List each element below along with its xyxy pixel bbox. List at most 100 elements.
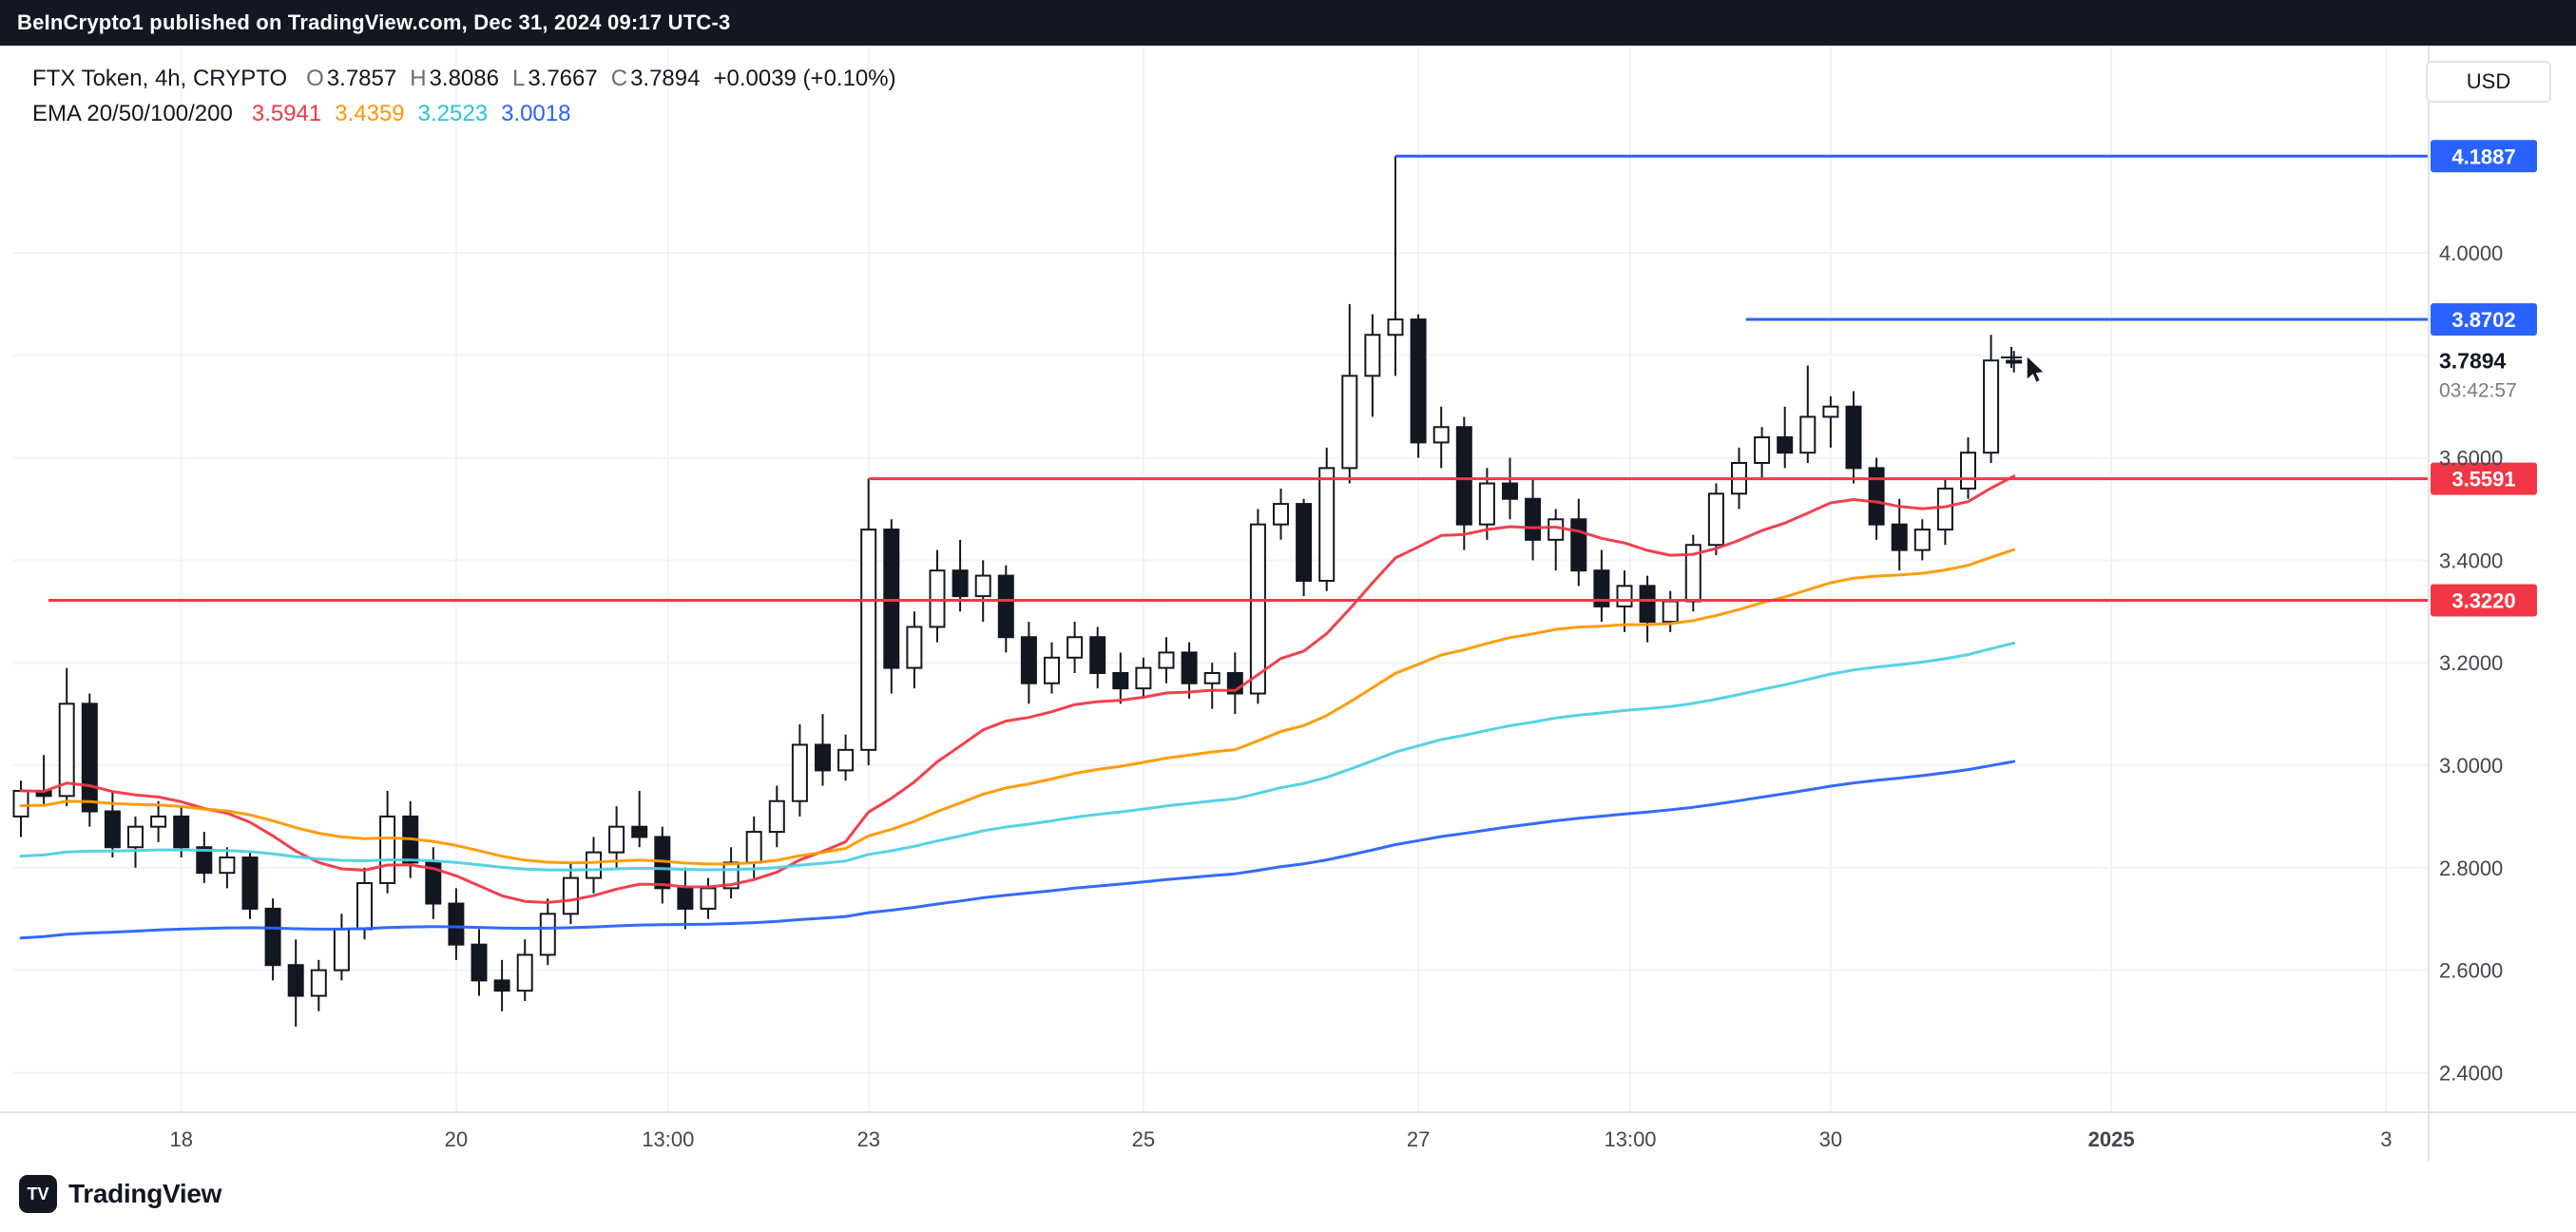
time-tick-label: 20 [445,1127,468,1151]
candle-down [1089,636,1106,674]
candle-up [1387,318,1404,337]
candle-down [1181,651,1198,684]
candle-down [1525,497,1542,541]
candle-up [1754,436,1771,464]
candle-up [1364,334,1381,377]
candle-down [883,529,900,669]
price-tick-label: 2.6000 [2439,959,2503,983]
candle-down [1502,482,1518,500]
level-price-badge [2431,302,2537,336]
candle-up [1936,487,1953,531]
price-tick-label: 3.0000 [2439,754,2503,778]
candle-up [58,703,75,798]
ohlc-letter: C [610,65,628,91]
candle-down [287,964,304,997]
ohlc-value: 3.7857 [326,65,397,91]
mouse-cursor-icon [2026,354,2047,384]
candle-up [539,913,556,956]
candle-up [1203,671,1221,684]
price-tick-label: 2.8000 [2439,857,2503,880]
level-price-badge-label: 3.8702 [2451,308,2515,332]
candle-down [1570,518,1587,572]
level-price-badge-label: 3.5591 [2451,468,2515,491]
candle-up [1044,656,1060,684]
candle-up [1983,359,2000,454]
candle-down [1296,503,1313,582]
candle-up [1960,452,1976,490]
candle-up [1707,492,1724,547]
candle-down [173,815,190,849]
ema-values: 3.5941 3.4359 3.2523 3.0018 [239,101,571,127]
candle-up [929,569,946,628]
candle-up [906,626,923,669]
candle-up [837,748,855,772]
candle-up [1318,467,1336,582]
candle-up [333,928,350,972]
ohlc-value: 3.7667 [528,65,598,91]
cursor-overlay [1996,342,2057,396]
ema-line-100 [19,642,2016,872]
candle-up [379,815,396,884]
ohlc-values: O 3.7857 H 3.8086 L 3.7667 C 3.7894 [293,66,700,92]
time-tick-label: 3 [2380,1127,2392,1151]
candle-up [1548,518,1565,541]
candle-up [1341,375,1358,470]
candle-down [471,943,488,982]
candle-up [12,789,29,818]
candle-up [974,574,991,598]
time-tick-label: 2025 [2088,1127,2135,1151]
ema-current-value: 3.4359 [335,100,405,126]
candle-down [1410,318,1427,444]
ema-current-value: 3.5941 [251,100,322,126]
tradingview-logo-icon: TV [19,1175,57,1213]
candle-up [127,825,144,849]
candle-up [745,831,762,864]
time-tick-label: 27 [1407,1127,1430,1151]
time-tick-label: 13:00 [1604,1127,1656,1151]
ema-line-200 [19,760,2016,940]
candle-up [150,815,167,828]
candle-up [700,887,717,910]
price-tick-label: 3.6000 [2439,447,2503,471]
change-value: +0.0039 (+0.10%) [713,65,896,91]
candle-down [264,907,281,967]
ema-legend-row[interactable]: EMA 20/50/100/200 3.5941 3.4359 3.2523 3.00… [32,96,896,131]
ema-line-50 [19,548,2016,866]
candle-up [1822,405,1839,418]
level-price-badge-label: 3.3220 [2451,588,2515,612]
price-tick-label: 4.0000 [2439,241,2503,265]
candle-down [196,846,213,875]
candle-up [356,881,373,931]
candle-down [241,857,259,910]
time-axis[interactable] [0,1112,2576,1164]
candle-up [860,529,877,751]
level-price-badge [2431,140,2537,173]
ohlc-letter: L [511,65,526,91]
symbol-legend-row[interactable]: FTX Token, 4h, CRYPTO O 3.7857 H 3.8086 L 3.7… [32,61,896,96]
candle-down [81,703,98,813]
tradingview-attribution[interactable]: TV TradingView [19,1175,221,1213]
candle-up [1273,503,1289,526]
candle-down [1593,569,1610,607]
candle-up [1249,523,1266,695]
candle-up [1067,636,1084,659]
candle-down [1777,436,1794,454]
candle-down [1845,405,1862,470]
ema-line-20 [19,474,2016,904]
candle-up [1432,426,1450,444]
level-price-badge-label: 4.1887 [2451,144,2515,168]
price-tick-label: 3.2000 [2439,651,2503,675]
candle-down [1639,585,1656,624]
ohlc-letter: O [306,65,324,91]
chart-plot-area[interactable] [13,46,2429,1112]
candle-down [1112,671,1129,690]
candle-down [493,979,510,992]
currency-button[interactable]: USD [2426,61,2551,103]
candle-down [1868,467,1885,526]
tradingview-logo-text: TradingView [68,1179,222,1208]
candle-down [677,887,694,910]
price-axis[interactable] [2429,46,2576,1112]
symbol-title: FTX Token, 4h, CRYPTO [32,65,288,91]
